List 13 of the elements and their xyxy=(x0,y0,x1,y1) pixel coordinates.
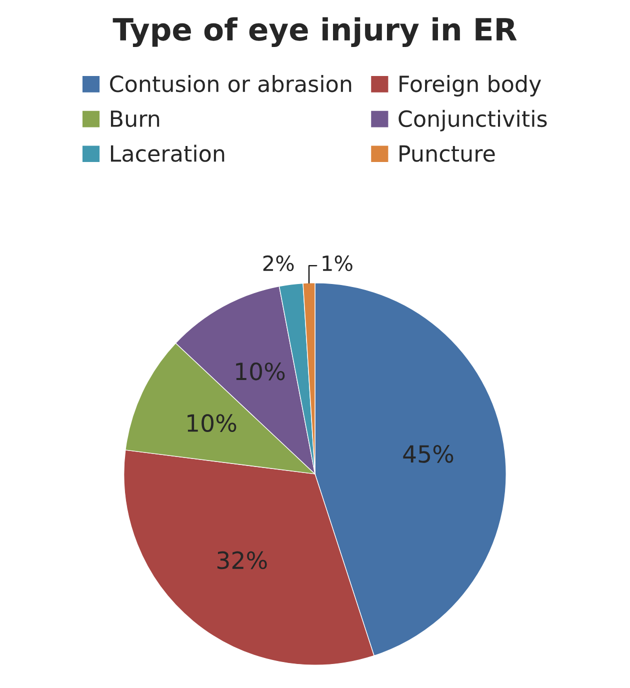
data-label: 1% xyxy=(322,255,352,272)
legend-label: Laceration xyxy=(110,144,224,162)
data-label: 10% xyxy=(188,414,236,432)
data-label: 10% xyxy=(236,362,285,380)
legend-label: Burn xyxy=(110,110,160,128)
chart-title: Type of eye injury in ER xyxy=(112,17,517,48)
data-label: 45% xyxy=(403,445,454,463)
legend-label: Foreign body xyxy=(400,75,542,97)
legend-label: Puncture xyxy=(400,145,495,162)
legend-label: Conjunctivitis xyxy=(398,110,547,132)
legend-label: Contusion or abrasion xyxy=(110,75,352,92)
data-label: 32% xyxy=(217,551,267,570)
data-label: 2% xyxy=(263,255,294,272)
